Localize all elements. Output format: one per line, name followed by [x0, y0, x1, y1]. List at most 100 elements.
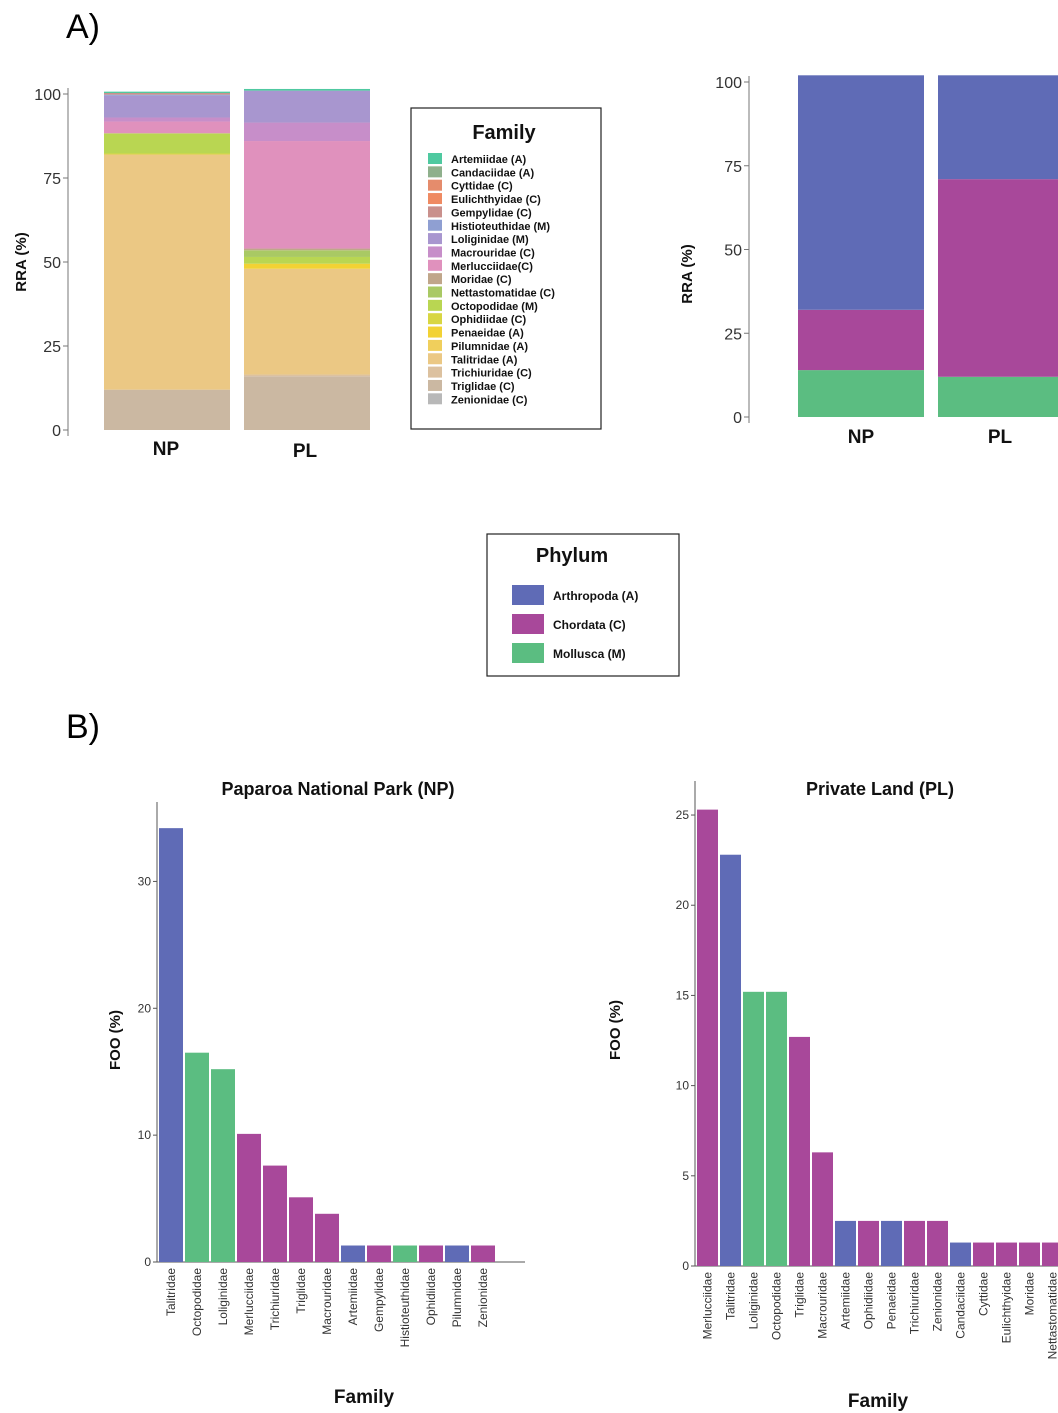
foo-pl-xlabel: Family — [848, 1391, 909, 1412]
x-tick-label: Candaciidae — [954, 1272, 968, 1339]
phylum-legend-swatch — [512, 585, 544, 605]
rra-family-cat-np: NP — [153, 439, 180, 460]
rra-family-cat-pl: PL — [293, 441, 318, 462]
family-legend-swatch — [428, 153, 442, 164]
y-tick-label: 25 — [43, 339, 61, 356]
family-legend-label: Moridae (C) — [451, 274, 512, 286]
panel-label-b: B) — [66, 708, 100, 746]
rra-phylum-chart: RRA (%) NP PL 0 25 50 75 100 — [679, 75, 1058, 448]
x-tick-label: Cyttidae — [977, 1272, 991, 1316]
bar — [419, 1245, 443, 1262]
phylum-legend-title: Phylum — [536, 545, 608, 567]
x-tick-label: Artemiidae — [346, 1268, 360, 1326]
y-tick-label: 25 — [676, 808, 690, 822]
family-legend-label: Eulichthyidae (C) — [451, 194, 541, 206]
y-tick-label: 0 — [52, 423, 61, 440]
rra-family-chart: RRA (%) NP PL 0 25 50 75 100 — [13, 87, 370, 462]
x-tick-label: Talitridae — [724, 1272, 738, 1320]
family-legend-swatch — [428, 273, 442, 285]
y-tick-label: 15 — [676, 988, 690, 1002]
x-tick-label: Zenionidae — [476, 1268, 490, 1328]
bar — [1042, 1242, 1058, 1266]
x-tick-label: Eulichthyidae — [1000, 1272, 1014, 1344]
y-tick-label: 0 — [733, 410, 742, 427]
stack-segment — [244, 88, 370, 91]
x-tick-label: Triglidae — [294, 1268, 308, 1314]
stack-segment — [798, 370, 924, 417]
foo-pl-ylabel: FOO (%) — [607, 1000, 624, 1060]
bar — [185, 1052, 209, 1262]
family-legend-label: Nettastomatidae (C) — [451, 288, 555, 300]
family-legend-swatch — [428, 259, 442, 271]
family-legend-label: Gempylidae (C) — [451, 207, 532, 219]
x-tick-label: Talitridae — [164, 1268, 178, 1316]
y-tick-label: 50 — [43, 255, 61, 272]
family-legend-swatch — [428, 219, 442, 231]
stack-segment — [104, 121, 230, 134]
bar — [973, 1242, 994, 1266]
x-tick-label: Zenionidae — [931, 1272, 945, 1332]
stack-segment — [798, 75, 924, 310]
rra-family-ylabel: RRA (%) — [13, 232, 30, 291]
x-tick-label: Nettastomatidae — [1046, 1272, 1058, 1360]
x-tick-label: Loliginidae — [216, 1268, 230, 1326]
stack-segment — [244, 374, 370, 377]
stack-segment — [938, 179, 1058, 377]
family-legend-label: Triglidae (C) — [451, 381, 515, 393]
phylum-legend: Phylum Arthropoda (A) Chordata (C) Mollusc… — [486, 533, 680, 677]
foo-pl-chart: Private Land (PL) FOO (%) Family 0 5 10 15 2… — [607, 779, 1058, 1412]
x-tick-label: Artemiidae — [839, 1272, 853, 1330]
bar — [743, 991, 764, 1266]
x-tick-label: Ophidiidae — [862, 1272, 876, 1330]
foo-np-xlabel: Family — [334, 1387, 395, 1408]
family-legend-swatch — [428, 286, 442, 298]
stack-segment — [244, 141, 370, 249]
x-tick-label: Merlucciidae — [242, 1268, 256, 1336]
x-tick-label: Macrouridae — [816, 1272, 830, 1339]
foo-np-ylabel: FOO (%) — [107, 1010, 124, 1070]
family-legend-label: Ophidiidae (C) — [451, 314, 527, 326]
family-legend-label: Zenionidae (C) — [451, 394, 528, 406]
bar — [697, 809, 718, 1266]
stack-segment — [244, 263, 370, 269]
y-tick-label: 10 — [676, 1079, 690, 1093]
family-legend-label: Macrouridae (C) — [451, 247, 535, 259]
y-tick-label: 5 — [682, 1169, 689, 1183]
family-legend-swatch — [428, 166, 442, 178]
x-tick-label: Triglidae — [793, 1272, 807, 1318]
family-legend-swatch — [428, 179, 442, 191]
x-tick-label: Octopodidae — [190, 1268, 204, 1336]
family-legend-swatch — [428, 299, 442, 311]
x-tick-label: Penaeidae — [885, 1272, 899, 1330]
rra-phylum-ylabel: RRA (%) — [679, 244, 696, 303]
phylum-legend-label: Mollusca (M) — [553, 647, 626, 661]
y-tick-label: 50 — [724, 243, 742, 260]
family-legend-swatch — [428, 393, 442, 405]
bar — [835, 1220, 856, 1266]
x-tick-label: Gempylidae — [372, 1268, 386, 1332]
phylum-legend-label: Chordata (C) — [553, 618, 626, 632]
x-tick-label: Macrouridae — [320, 1268, 334, 1335]
family-legend-box — [410, 107, 602, 430]
family-legend-swatch — [428, 366, 442, 378]
phylum-legend-label: Arthropoda (A) — [553, 589, 638, 603]
panel-label-a: A) — [66, 8, 100, 46]
stack-segment — [244, 122, 370, 142]
bar — [766, 991, 787, 1266]
phylum-legend-swatch — [512, 643, 544, 663]
bar — [445, 1245, 469, 1262]
bar — [237, 1133, 261, 1262]
family-legend-title: Family — [472, 122, 536, 144]
family-legend-swatch — [428, 339, 442, 351]
family-legend-label: Pilumnidae (A) — [451, 341, 528, 353]
bar — [159, 828, 183, 1262]
family-legend-label: Octopodidae (M) — [451, 301, 538, 313]
x-tick-label: Loliginidae — [747, 1272, 761, 1330]
y-tick-label: 100 — [34, 87, 61, 104]
family-legend-swatch — [428, 313, 442, 325]
x-tick-label: Octopodidae — [770, 1272, 784, 1340]
bar — [789, 1036, 810, 1266]
stack-segment — [104, 117, 230, 122]
stack-segment — [104, 95, 230, 118]
bar — [858, 1220, 879, 1266]
